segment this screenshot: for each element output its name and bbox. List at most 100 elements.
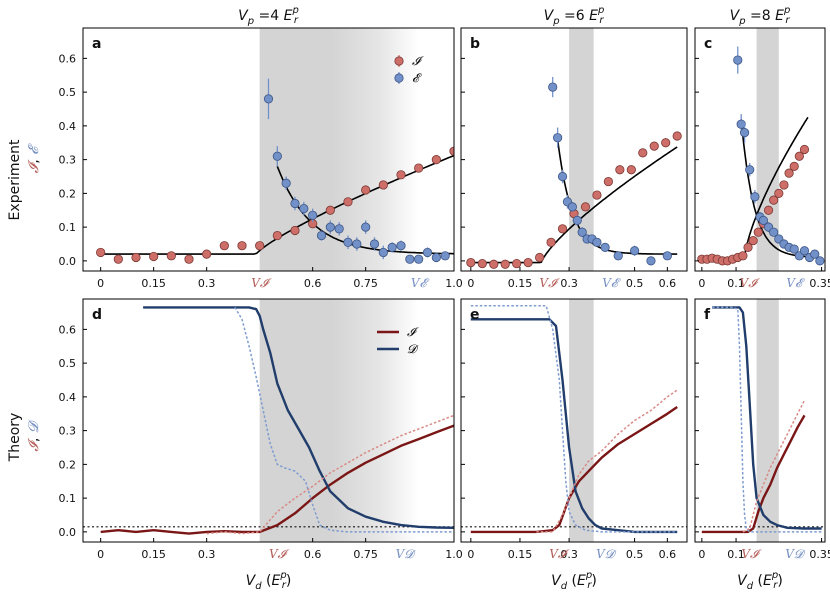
data-point [219,241,229,251]
data-point [661,138,671,148]
panel-label: f [704,307,711,323]
data-point [557,171,568,182]
data-point [743,242,753,252]
critical-value-label: V𝓔 [602,276,621,290]
x-tick-label: 0 [467,548,474,561]
data-point [396,241,406,251]
data-point [629,246,640,256]
data-point [557,224,568,234]
data-point [799,246,810,256]
x-tick-label: 0.6 [304,548,322,561]
theory-D-line [143,306,454,529]
legend-label: 𝓔 [412,71,422,85]
x-tick-label: 0 [97,277,104,290]
axes-frame [694,298,826,543]
row-label-bottom-symbols: 𝓘, 𝓓 [26,419,42,451]
y-tick-label: 0.3 [59,154,77,167]
x-tick-label: 0.1 [727,277,745,290]
fit-I-line [742,116,809,259]
x-tick-label: 0.3 [560,277,578,290]
data-point [361,185,371,195]
panel-title: Vp =8 Ep r [730,5,791,27]
x-tick-label: 0.6 [659,548,677,561]
x-tick-label: 0.3 [198,277,216,290]
row-label-bottom-sym2: 𝓓 [26,419,42,433]
y-tick-label: 0.1 [59,492,77,505]
data-point [477,258,487,269]
panel-f: 0 0.1 0.35 V𝓘 V𝓓 f Vd (Epr) [694,298,830,592]
data-point [603,176,613,187]
shaded-region [756,299,779,542]
data-point [343,237,353,247]
plot-area [466,76,682,269]
critical-value-label: V𝓘 [549,547,570,561]
data-point [753,227,763,237]
series-I [466,131,682,269]
data-point [799,144,810,155]
data-point [592,237,602,247]
plot-area [96,78,454,264]
row-label-bottom-sep: , [26,433,42,442]
data-point [774,188,784,198]
data-point [202,249,212,259]
data-point [769,195,779,205]
data-point [166,251,176,261]
axes-frame [460,27,688,272]
data-point [466,257,476,268]
data-point [784,168,794,178]
critical-value-label: V𝓘 [740,276,761,290]
data-point [638,148,648,158]
x-tick-label: 0.35 [809,277,830,290]
data-point [113,254,123,264]
data-point [414,163,424,173]
series-I [96,146,454,264]
data-point [237,241,247,251]
x-tick-label: 0.15 [508,277,533,290]
y-tick-label: 0.2 [59,458,77,471]
axes-frame [460,298,688,543]
series-E [733,46,825,266]
panel-a: 0.0 0.1 0.2 0.3 0.4 0.5 0.6 0 0.15 0.3 0.6 0.75 1.0 V… [59,5,463,290]
data-point [815,256,825,266]
theory-D-line [470,318,678,534]
data-point [299,203,309,214]
data-point [758,215,769,225]
critical-value-label: V𝓔 [786,276,805,290]
row-label-top-sep: , [26,155,42,164]
plot-area [461,305,687,534]
data-point [600,242,610,252]
data-point [422,247,433,258]
x-tick-label: 0.3 [198,548,216,561]
x-tick-label: 0 [97,548,104,561]
data-point [378,180,388,190]
shaded-region [756,28,779,271]
x-tick-label: 0.6 [659,277,677,290]
data-point [733,55,743,65]
y-tick-label: 0.4 [59,391,77,404]
data-point [378,247,388,258]
panels: 0.0 0.1 0.2 0.3 0.4 0.5 0.6 0 0.15 0.3 0.6 0.75 1.0 V… [59,5,830,592]
data-point [748,236,758,246]
data-point [646,256,656,266]
critical-value-label: V𝓓 [596,547,617,561]
critical-value-label: V𝓘 [741,547,762,561]
x-tick-label: 0.75 [353,277,378,290]
plot-area [697,46,825,266]
axes-frame [82,298,455,543]
data-point [789,244,799,254]
data-point [626,165,636,175]
y-tick-label: 0.4 [59,120,77,133]
theory-I-line [470,406,678,534]
x-tick-label: 0 [698,548,705,561]
data-point [794,151,804,161]
shaded-region [569,299,594,542]
x-tick-label: 0.3 [560,548,578,561]
row-label-top-symbols: 𝓘, 𝓔 [26,143,42,173]
data-point [592,190,602,200]
critical-value-label: V𝓓 [396,547,417,561]
data-point [736,119,746,129]
data-point [263,94,274,104]
y-tick-label: 0.1 [59,221,77,234]
series-I [697,144,810,266]
data-point [440,251,450,261]
